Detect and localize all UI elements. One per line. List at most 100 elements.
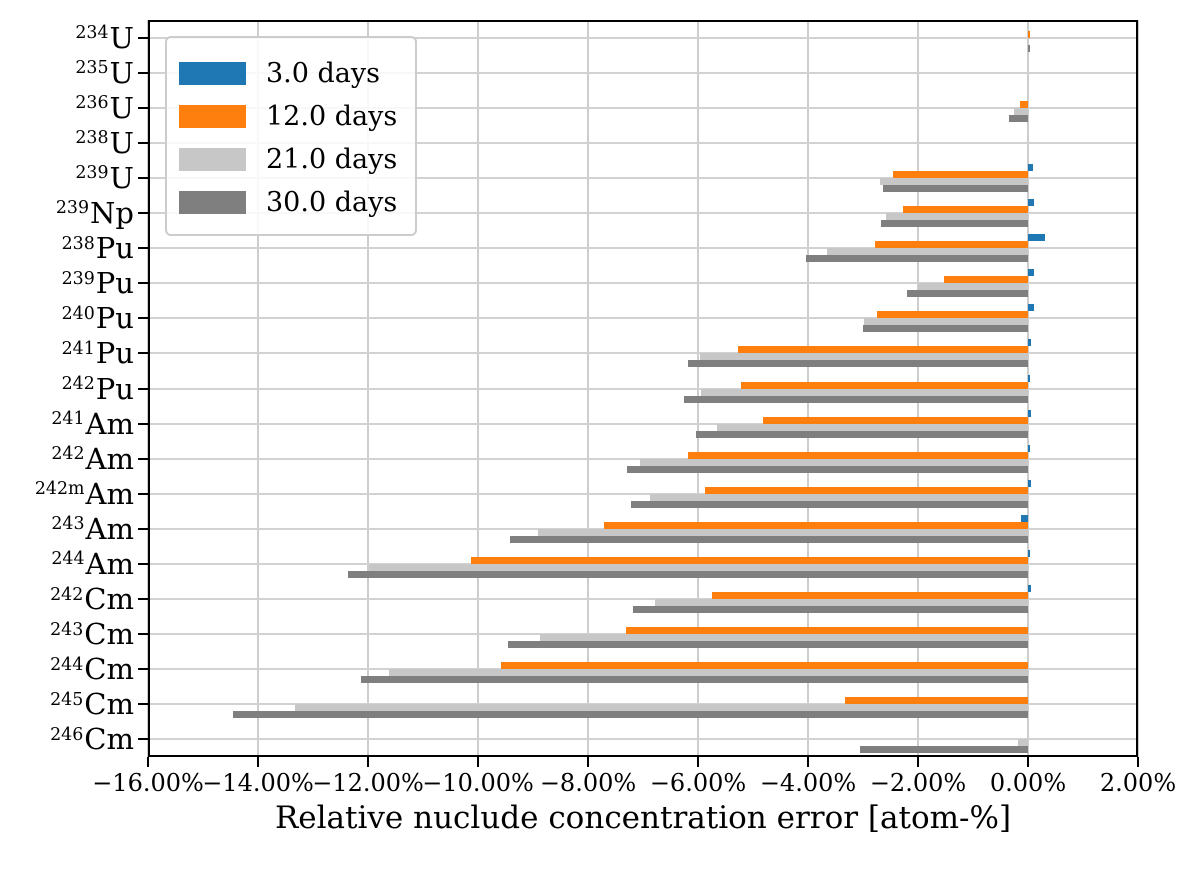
y-tick-label-242mAm: 242mAm <box>0 477 134 516</box>
bar-244Am-3.0-days <box>1028 549 1031 557</box>
bar-234U-30.0-days <box>1028 44 1031 52</box>
grid-line-horizontal <box>148 492 1138 495</box>
x-tick-mark <box>697 757 699 767</box>
y-tick-label-240Pu: 240Pu <box>0 301 134 340</box>
x-tick-mark <box>257 757 259 767</box>
bar-242Am-30.0-days <box>626 465 1028 473</box>
legend-item: 30.0 days <box>179 181 415 224</box>
bar-240Pu-12.0-days <box>876 311 1028 319</box>
bar-244Cm-30.0-days <box>361 676 1028 684</box>
nuclide-element-symbol: Pu <box>95 231 134 266</box>
nuclide-element-symbol: Cm <box>84 722 134 757</box>
nuclide-element-symbol: Pu <box>95 371 134 406</box>
nuclide-element-symbol: Am <box>85 476 134 511</box>
nuclide-element-symbol: Cm <box>84 617 134 652</box>
nuclide-mass-number: 239 <box>75 163 109 184</box>
bar-240Pu-21.0-days <box>863 318 1028 326</box>
y-tick-label-243Am: 243Am <box>0 512 134 551</box>
bar-242Cm-21.0-days <box>654 599 1028 607</box>
bar-234U-12.0-days <box>1028 30 1030 38</box>
y-tick-label-244Cm: 244Cm <box>0 652 134 691</box>
bar-236U-21.0-days <box>1013 107 1028 115</box>
x-tick-label: −6.00% <box>649 769 747 797</box>
nuclide-mass-number: 238 <box>61 233 95 254</box>
nuclide-mass-number: 241 <box>51 409 85 430</box>
y-tick-label-242Pu: 242Pu <box>0 372 134 411</box>
x-tick-mark <box>587 757 589 767</box>
nuclide-element-symbol: Cm <box>84 652 134 687</box>
y-tick-mark <box>138 492 148 495</box>
nuclide-element-symbol: Pu <box>95 301 134 336</box>
bar-241Pu-12.0-days <box>738 346 1028 354</box>
bar-242mAm-12.0-days <box>704 486 1028 494</box>
nuclide-mass-number: 242 <box>51 444 85 465</box>
legend-item: 3.0 days <box>179 52 415 95</box>
grid-line-horizontal <box>148 71 1138 74</box>
y-tick-label-239Pu: 239Pu <box>0 266 134 305</box>
legend-label: 3.0 days <box>266 58 381 89</box>
bar-242Pu-21.0-days <box>701 388 1028 396</box>
bar-239Np-30.0-days <box>881 220 1028 228</box>
bar-241Am-21.0-days <box>717 423 1028 431</box>
y-tick-mark <box>138 247 148 250</box>
x-tick-mark <box>1027 757 1029 767</box>
x-tick-mark <box>917 757 919 767</box>
x-tick-label: −12.00% <box>312 769 424 797</box>
bar-242mAm-21.0-days <box>650 493 1028 501</box>
y-tick-mark <box>138 212 148 215</box>
y-tick-label-234U: 234U <box>0 21 134 60</box>
y-tick-label-241Am: 241Am <box>0 407 134 446</box>
y-tick-label-242Am: 242Am <box>0 442 134 481</box>
nuclide-mass-number: 244 <box>50 654 84 675</box>
bar-242Pu-12.0-days <box>740 381 1028 389</box>
nuclide-element-symbol: U <box>109 55 134 90</box>
bar-239Pu-12.0-days <box>944 276 1028 284</box>
grid-line-horizontal <box>148 36 1138 39</box>
y-tick-label-243Cm: 243Cm <box>0 617 134 656</box>
bar-242Pu-30.0-days <box>684 395 1028 403</box>
bar-243Am-3.0-days <box>1021 514 1028 522</box>
y-tick-label-239U: 239U <box>0 161 134 200</box>
legend-swatch <box>179 105 246 128</box>
bar-244Am-30.0-days <box>348 570 1028 578</box>
x-tick-label: −10.00% <box>422 769 534 797</box>
x-tick-mark <box>807 757 809 767</box>
bar-242Am-21.0-days <box>639 458 1028 466</box>
nuclide-mass-number: 238 <box>75 128 109 149</box>
bar-241Am-12.0-days <box>762 416 1028 424</box>
y-tick-mark <box>138 703 148 706</box>
bar-238Pu-21.0-days <box>826 248 1028 256</box>
grid-line-horizontal <box>148 282 1138 285</box>
bar-242mAm-30.0-days <box>631 500 1028 508</box>
bar-245Cm-30.0-days <box>233 711 1028 719</box>
bar-236U-30.0-days <box>1009 114 1028 122</box>
grid-line-horizontal <box>148 422 1138 425</box>
legend-item: 21.0 days <box>179 138 415 181</box>
y-tick-mark <box>138 176 148 179</box>
y-tick-label-238U: 238U <box>0 126 134 165</box>
y-tick-mark <box>138 106 148 109</box>
nuclide-element-symbol: U <box>109 125 134 160</box>
bar-243Am-12.0-days <box>603 521 1028 529</box>
y-tick-label-239Np: 239Np <box>0 196 134 235</box>
x-tick-mark <box>147 757 149 767</box>
bar-244Am-12.0-days <box>471 556 1028 564</box>
nuclide-mass-number: 244 <box>51 549 85 570</box>
bar-241Pu-30.0-days <box>687 360 1028 368</box>
bar-243Am-21.0-days <box>537 528 1028 536</box>
bar-244Cm-12.0-days <box>500 662 1028 670</box>
bar-239Np-21.0-days <box>885 213 1028 221</box>
nuclide-mass-number: 242m <box>34 479 85 500</box>
bar-239U-12.0-days <box>893 170 1028 178</box>
bar-239Pu-21.0-days <box>918 283 1028 291</box>
grid-line-vertical <box>1137 20 1139 757</box>
bar-243Cm-12.0-days <box>625 627 1028 635</box>
nuclide-element-symbol: Am <box>85 441 134 476</box>
bar-238Pu-30.0-days <box>806 255 1028 263</box>
x-tick-mark <box>477 757 479 767</box>
x-tick-label: −14.00% <box>202 769 314 797</box>
nuclide-mass-number: 243 <box>51 514 85 535</box>
bar-241Am-30.0-days <box>695 430 1028 438</box>
x-tick-label: −4.00% <box>759 769 857 797</box>
